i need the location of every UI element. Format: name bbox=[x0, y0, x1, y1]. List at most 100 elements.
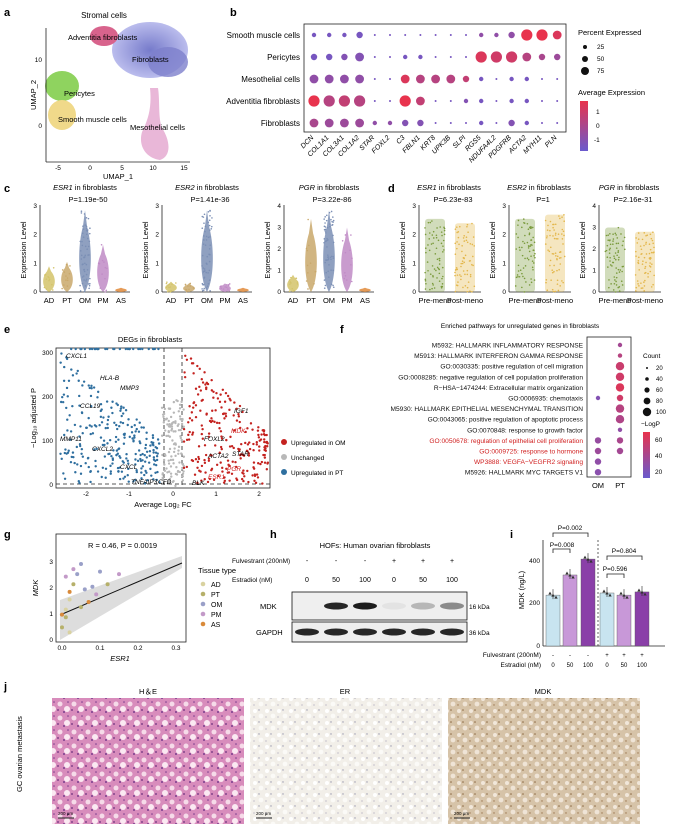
violin-point bbox=[209, 290, 211, 292]
e-point-unchanged bbox=[175, 399, 178, 402]
c-group-label: AS bbox=[116, 296, 126, 305]
violin-point bbox=[424, 280, 427, 282]
e-point-pt bbox=[94, 347, 97, 351]
violin-point bbox=[344, 274, 347, 277]
violin-point bbox=[325, 271, 328, 274]
i-row1-value: - bbox=[587, 653, 589, 659]
b-dot bbox=[541, 78, 543, 80]
b-dot bbox=[434, 122, 437, 124]
violin-point bbox=[202, 283, 205, 286]
d-ytick: 2 bbox=[592, 246, 596, 253]
violin-point bbox=[206, 285, 209, 288]
d-pvalue: P=6.23e-83 bbox=[434, 195, 473, 204]
e-point-pt bbox=[111, 400, 114, 403]
d-group-label: Pre-meno bbox=[599, 296, 632, 305]
violin-point bbox=[315, 270, 317, 273]
f-term: GO:0070848: response to growth factor bbox=[467, 427, 584, 434]
violin-point bbox=[226, 283, 228, 286]
violin-point bbox=[609, 239, 611, 241]
violin-point bbox=[609, 243, 612, 246]
violin-point bbox=[634, 274, 637, 276]
e-point-pt bbox=[96, 396, 99, 399]
violin-point bbox=[552, 290, 555, 293]
violin-point bbox=[544, 219, 547, 222]
e-ytick: 300 bbox=[42, 350, 53, 357]
g-legend-label: PT bbox=[211, 592, 221, 599]
violin-point bbox=[463, 257, 465, 259]
violin-point bbox=[456, 231, 458, 234]
e-point-pt bbox=[127, 480, 130, 483]
e-point-pt bbox=[89, 432, 92, 436]
violin-point bbox=[549, 234, 551, 237]
violin-point bbox=[332, 257, 335, 259]
b-dot bbox=[434, 100, 437, 102]
violin-point bbox=[515, 248, 518, 250]
c-pvalue: P=1.41e-36 bbox=[191, 195, 230, 204]
violin-point bbox=[205, 239, 208, 241]
violin-point bbox=[175, 282, 177, 284]
e-point-unchanged bbox=[167, 429, 170, 433]
violin-point bbox=[165, 286, 168, 289]
e-point-om bbox=[203, 458, 206, 462]
violin-point bbox=[206, 263, 208, 265]
d-group-label: Pre-meno bbox=[419, 296, 452, 305]
e-point-pt bbox=[140, 467, 143, 470]
violin-point bbox=[326, 226, 329, 229]
panel-i-letter: i bbox=[510, 529, 513, 541]
g-point bbox=[67, 597, 72, 602]
violin-point bbox=[81, 276, 84, 278]
violin-point bbox=[171, 283, 173, 285]
e-point-om bbox=[188, 430, 191, 434]
violin-point bbox=[612, 243, 614, 246]
e-point-pt bbox=[115, 402, 118, 405]
violin-point bbox=[634, 290, 637, 292]
violin-point bbox=[608, 248, 611, 251]
e-point-pt bbox=[149, 467, 152, 471]
violin-point bbox=[106, 267, 108, 270]
violin-point bbox=[433, 287, 436, 289]
violin-point bbox=[473, 245, 476, 247]
e-point-unchanged bbox=[177, 410, 180, 413]
violin-point bbox=[307, 218, 309, 221]
f-count-label: 60 bbox=[656, 388, 663, 394]
violin-point bbox=[86, 248, 88, 251]
e-point-pt bbox=[145, 437, 148, 441]
violin-point bbox=[438, 280, 441, 282]
e-point-unchanged bbox=[161, 413, 165, 416]
g-point bbox=[79, 562, 83, 566]
violin-point bbox=[63, 271, 66, 273]
a-ytick: 0 bbox=[38, 123, 42, 130]
violin-point bbox=[469, 290, 471, 292]
panel-c: c ESR1 in fibroblastsP=1.19e-500123Expre… bbox=[4, 183, 374, 305]
f-term: R−HSA−1474244: Extracellular matrix orga… bbox=[434, 385, 584, 392]
f-count-title: Count bbox=[643, 353, 661, 360]
violin-point bbox=[553, 264, 555, 267]
e-point-om bbox=[240, 442, 243, 446]
e-point-pt bbox=[65, 406, 68, 410]
violin-point bbox=[646, 234, 649, 237]
g-ytick: 1 bbox=[49, 611, 53, 618]
e-point-pt bbox=[152, 448, 155, 452]
h-band-gapdh bbox=[324, 628, 348, 636]
violin-point bbox=[609, 233, 611, 235]
violin-point bbox=[642, 260, 644, 262]
e-point-om bbox=[225, 438, 228, 442]
violin-point bbox=[61, 269, 64, 271]
violin-point bbox=[531, 260, 534, 262]
e-point-pt bbox=[75, 445, 79, 449]
e-point-pt bbox=[124, 347, 128, 351]
violin-point bbox=[425, 282, 427, 285]
violin-point bbox=[530, 278, 532, 280]
e-point-unchanged bbox=[178, 415, 182, 418]
e-point-pt bbox=[99, 436, 103, 439]
violin-point bbox=[648, 243, 651, 246]
e-point-unchanged bbox=[180, 452, 183, 455]
h-row2-value: 0 bbox=[392, 577, 396, 584]
h-band-mdk bbox=[440, 602, 464, 610]
e-point-pt bbox=[154, 463, 158, 467]
e-point-pt bbox=[77, 379, 80, 382]
violin-point bbox=[429, 288, 431, 291]
panel-i: i 0 200 400 MDK (ng/L) P=0.002 P=0.008 P… bbox=[483, 525, 665, 669]
i-bar bbox=[580, 558, 596, 647]
h-row2-value: 0 bbox=[305, 577, 309, 584]
